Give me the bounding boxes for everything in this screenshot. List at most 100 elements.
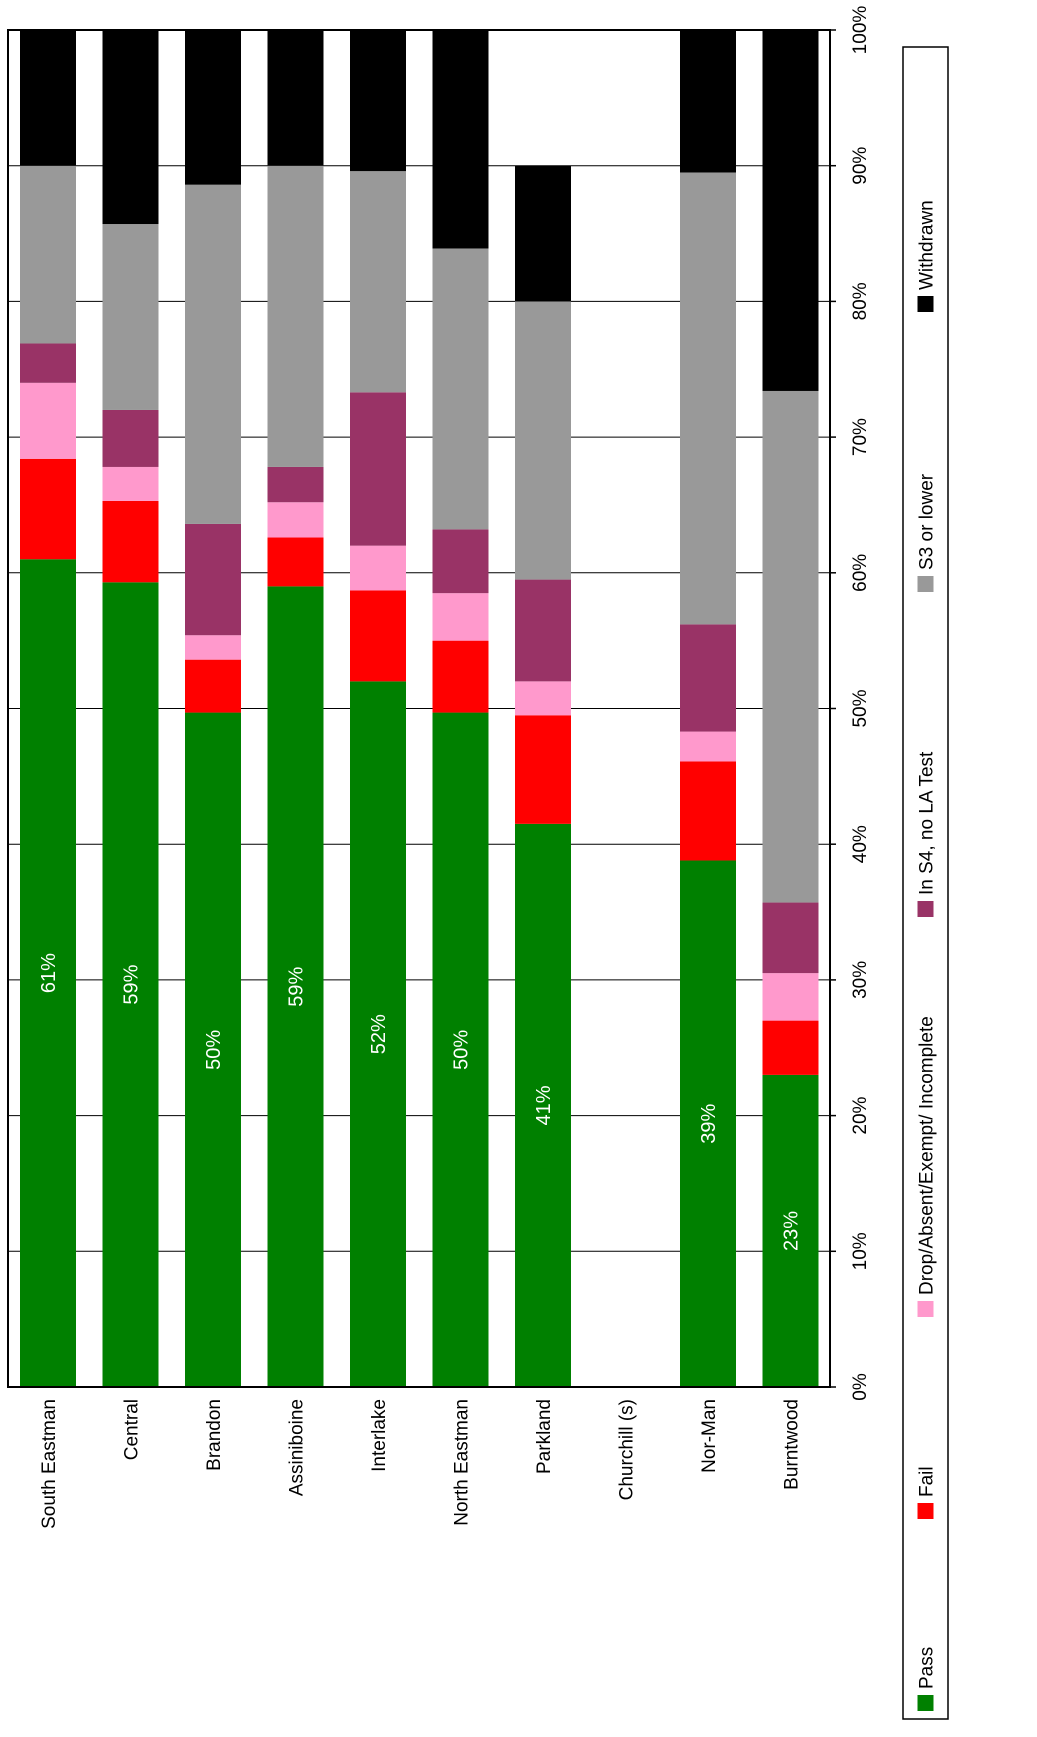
legend-label: Drop/Absent/Exempt/ Incomplete [917, 1016, 938, 1295]
bar-segment [267, 29, 324, 166]
bar-segment [515, 681, 571, 716]
category-labels: South Eastman Central Brandon Assiniboine In… [39, 1399, 803, 1529]
bar-segment [680, 860, 736, 1387]
category-label: Brandon [204, 1399, 225, 1471]
bar-segment [185, 184, 241, 524]
bar-segment [432, 593, 489, 641]
legend-label: Pass [917, 1647, 938, 1689]
legend-swatch [917, 1301, 934, 1317]
bar-segment [762, 973, 819, 1021]
data-labels: 61% 59% 50% 59% 52% 50% 41% 39% 23% [38, 953, 803, 1251]
bar-segment [350, 545, 406, 591]
bar-segment [267, 537, 324, 587]
bar-segment [350, 392, 406, 546]
legend-swatch [917, 296, 934, 312]
bar-segment [185, 712, 241, 1387]
x-tick-label: 0% [850, 1373, 871, 1401]
bar-segment [185, 30, 241, 185]
bar-segment [102, 224, 159, 410]
bar-segment [20, 382, 76, 459]
x-tick-label: 40% [850, 825, 871, 863]
category-label: South Eastman [39, 1399, 60, 1529]
plot-frame [7, 29, 831, 1388]
data-label: 61% [38, 953, 60, 993]
bar-segment [680, 761, 736, 861]
bar-segment [185, 523, 241, 636]
bar-segment [20, 165, 76, 344]
legend-swatch [917, 576, 934, 592]
x-tick-label: 10% [850, 1232, 871, 1270]
legend: Pass Fail Drop/Absent/Exempt/ Incomplete In… [902, 46, 949, 1720]
category-label: Assiniboine [287, 1399, 308, 1496]
x-tick-label: 20% [850, 1096, 871, 1134]
bar-segment [680, 624, 736, 732]
x-tick-labels: 0% 10% 20% 30% 40% 50% 60% 70% 80% 90% 100% [850, 6, 871, 1401]
bar-segment [20, 343, 76, 383]
data-label: 52% [368, 1014, 390, 1054]
bar-segment [680, 29, 736, 173]
bar-segment [20, 559, 76, 1387]
bar-segment [267, 165, 324, 467]
bar-segment [102, 409, 159, 467]
bar-segment [515, 823, 571, 1387]
category-label: North Eastman [452, 1399, 473, 1526]
bar-segment [432, 640, 489, 713]
legend-swatch [917, 901, 934, 917]
x-tick-label: 80% [850, 282, 871, 320]
bar-segment [267, 466, 324, 503]
bar-segment [350, 681, 406, 1387]
bar-segment [432, 248, 489, 530]
bar-segment [350, 171, 406, 393]
bar-segment [267, 502, 324, 538]
data-label: 23% [781, 1211, 803, 1251]
bar-segment [762, 1020, 819, 1075]
bar-segment [515, 579, 571, 682]
bar-segment [762, 30, 819, 391]
bar-segment [680, 172, 736, 625]
bar-segment [350, 30, 406, 172]
bar-segment [432, 529, 489, 594]
bar-segment [762, 1074, 819, 1387]
bar-segment [102, 582, 159, 1387]
x-tick-label: 30% [850, 961, 871, 999]
legend-label: Withdrawn [917, 200, 938, 290]
legend-label: S3 or lower [917, 473, 938, 570]
data-label: 41% [533, 1085, 555, 1125]
bar-segment [432, 712, 489, 1387]
legend-box [902, 46, 949, 1720]
x-tick-label: 60% [850, 554, 871, 592]
legend-label: In S4, no LA Test [917, 751, 938, 895]
bar-segment [432, 30, 489, 249]
bar-segment [515, 301, 571, 580]
category-label: Interlake [369, 1399, 390, 1472]
bar-segment [20, 458, 76, 560]
data-label: 59% [286, 966, 308, 1006]
bar-segment [515, 715, 571, 824]
bar-segment [762, 902, 819, 974]
category-label: Parkland [534, 1399, 555, 1474]
x-tick-label: 70% [850, 418, 871, 456]
bar-segment [102, 500, 159, 583]
bar-segment [762, 390, 819, 903]
legend-label: Fail [917, 1466, 938, 1497]
bar-segment [680, 731, 736, 762]
data-label: 50% [451, 1030, 473, 1070]
legend-swatch [917, 1503, 934, 1519]
category-label: Burntwood [782, 1399, 803, 1490]
bar-segment [102, 466, 159, 501]
data-label: 50% [203, 1030, 225, 1070]
legend-swatch [917, 1695, 934, 1711]
category-label: Churchill (s) [617, 1399, 638, 1500]
bar-segment [515, 165, 571, 302]
bar-segment [20, 29, 76, 166]
x-tick-label: 100% [850, 6, 871, 55]
data-label: 39% [698, 1104, 720, 1144]
bar-segment [185, 635, 241, 660]
bar-segment [350, 590, 406, 682]
category-label: Nor-Man [699, 1399, 720, 1473]
bars [20, 29, 819, 1387]
category-label: Central [122, 1399, 143, 1460]
x-tick-label: 50% [850, 689, 871, 727]
bar-segment [267, 586, 324, 1387]
